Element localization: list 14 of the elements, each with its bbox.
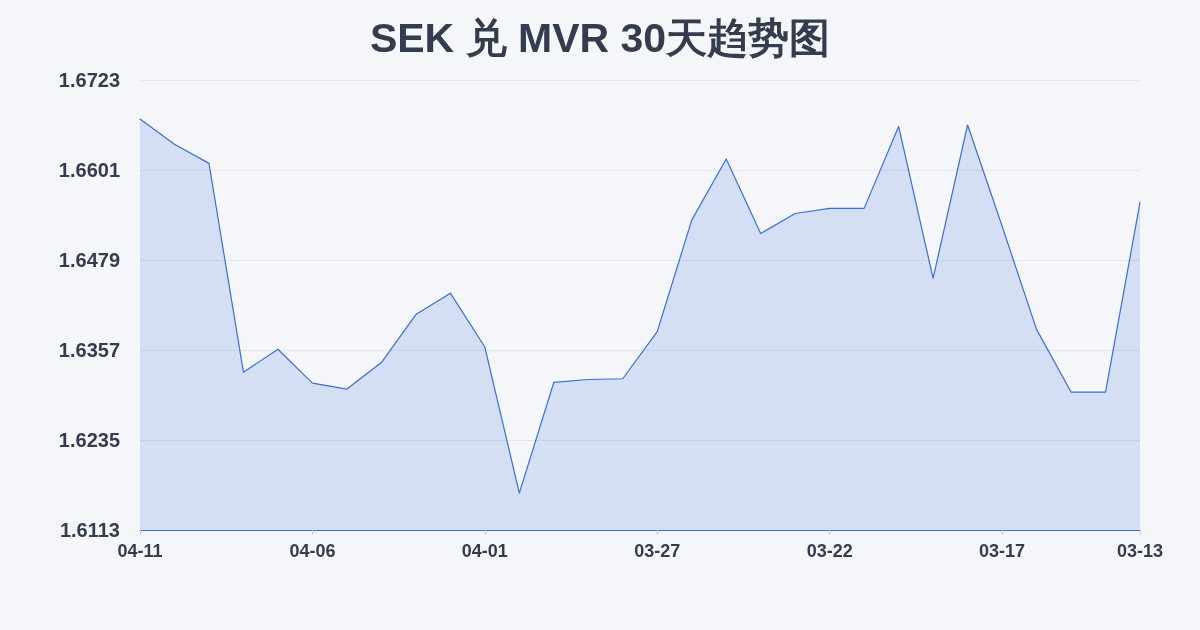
x-tick-label: 04-01 [461, 541, 508, 561]
x-tick-label: 03-17 [979, 541, 1026, 561]
y-tick-label: 1.6601 [58, 159, 120, 181]
y-tick-label: 1.6113 [59, 519, 120, 541]
x-tick-label: 03-13 [1116, 541, 1164, 561]
y-tick-label: 1.6723 [58, 69, 120, 91]
x-tick-label: 03-27 [634, 541, 681, 561]
y-tick-label: 1.6235 [58, 429, 120, 451]
x-tick-label: 04-11 [117, 541, 163, 561]
chart-title: SEK 兑 MVR 30天趋势图 [369, 14, 831, 61]
x-tick-label: 04-06 [289, 541, 336, 561]
y-tick-label: 1.6479 [58, 249, 120, 271]
y-tick-label: 1.6357 [58, 339, 120, 361]
x-tick-label: 03-22 [806, 541, 853, 561]
